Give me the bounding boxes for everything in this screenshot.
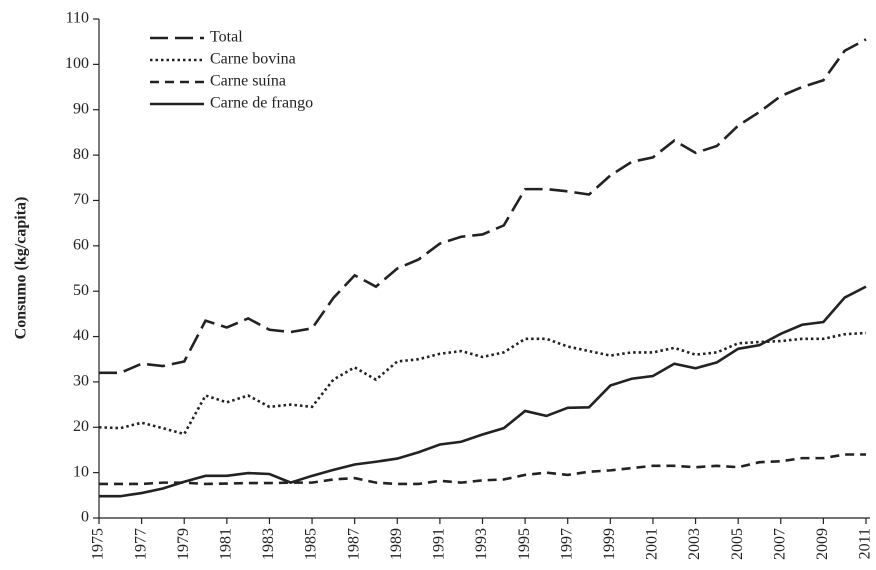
x-tick-label: 1993: [473, 528, 490, 560]
y-tick-label: 90: [73, 100, 89, 117]
y-tick-label: 80: [73, 146, 89, 163]
y-tick-label: 20: [73, 418, 89, 435]
y-tick-label: 0: [81, 509, 89, 526]
x-tick-label: 1999: [601, 528, 618, 560]
x-tick-label: 1975: [90, 528, 107, 560]
y-tick-label: 110: [66, 10, 89, 27]
x-tick-label: 1995: [516, 528, 533, 560]
legend-label: Carne bovina: [210, 51, 296, 68]
x-tick-label: 2011: [857, 528, 874, 559]
x-tick-label: 1997: [558, 528, 575, 560]
y-tick-label: 50: [73, 282, 89, 299]
y-tick-label: 60: [73, 236, 89, 253]
x-tick-label: 1977: [132, 528, 149, 560]
y-tick-label: 40: [73, 327, 89, 344]
x-tick-label: 2003: [686, 528, 703, 560]
x-tick-label: 1979: [175, 528, 192, 560]
series-line: [98, 331, 867, 436]
series-line: [99, 38, 867, 375]
x-tick-label: 2005: [729, 528, 746, 560]
x-tick-label: 1989: [388, 528, 405, 560]
legend-label: Total: [210, 29, 243, 46]
x-tick-label: 1987: [345, 528, 362, 560]
x-tick-label: 2007: [771, 528, 788, 560]
x-tick-label: 1991: [431, 528, 448, 560]
x-tick-label: 2001: [644, 528, 661, 560]
y-tick-label: 10: [73, 463, 89, 480]
x-tick-label: 1985: [303, 528, 320, 560]
x-tick-label: 2009: [814, 528, 831, 560]
y-tick-label: 70: [73, 191, 89, 208]
legend-label: Carne de frango: [210, 95, 313, 112]
y-tick-label: 100: [65, 55, 89, 72]
x-tick-label: 1983: [260, 528, 277, 560]
legend-label: Carne suína: [210, 73, 286, 90]
y-tick-label: 30: [73, 373, 89, 390]
series-line: [99, 285, 867, 498]
y-axis-label: Consumo (kg/capita): [13, 197, 30, 340]
series-line: [99, 453, 866, 486]
x-tick-label: 1981: [218, 528, 235, 560]
